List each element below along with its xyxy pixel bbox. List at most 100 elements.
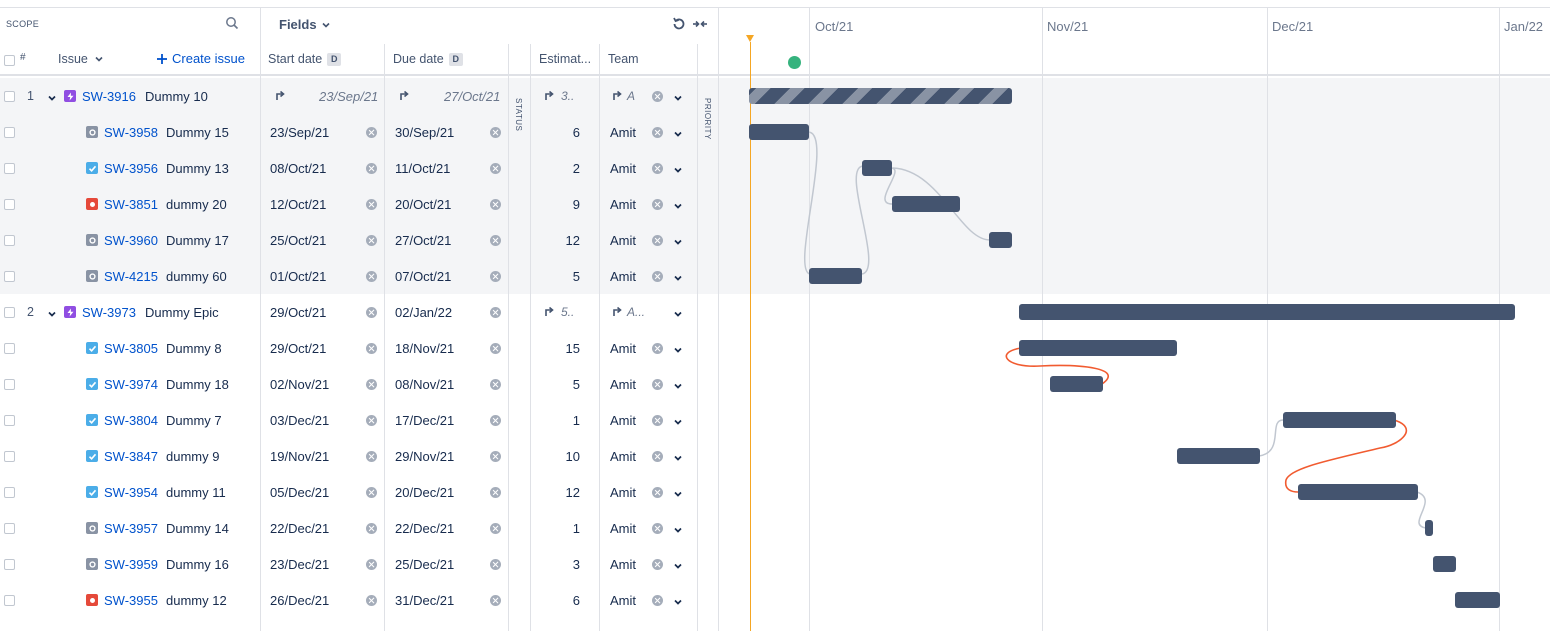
clear-icon[interactable] [490,522,501,534]
issue-summary[interactable]: dummy 60 [166,268,227,284]
team-dropdown-icon[interactable] [673,523,683,533]
team-dropdown-icon[interactable] [673,163,683,173]
team-value[interactable]: Amit [610,268,636,284]
select-all-checkbox[interactable] [4,55,15,66]
team-value[interactable]: Amit [610,124,636,140]
clear-icon[interactable] [490,270,501,282]
issue-key-link[interactable]: SW-3956 [104,160,158,176]
row-checkbox[interactable] [4,126,15,138]
row-checkbox[interactable] [4,270,15,282]
issue-key-link[interactable]: SW-4215 [104,268,158,284]
issue-key-link[interactable]: SW-3974 [104,376,158,392]
issue-summary[interactable]: Dummy 8 [166,340,222,356]
team-dropdown-icon[interactable] [673,343,683,353]
issue-summary[interactable]: Dummy Epic [145,304,219,320]
issue-row[interactable]: SW-3955 dummy 12 26/Dec/21 31/Dec/21 6 Amit [0,582,718,618]
start-date-header[interactable]: Start date D [268,52,342,66]
row-checkbox[interactable] [4,342,15,354]
due-date-value[interactable]: 17/Dec/21 [395,412,455,428]
start-date-value[interactable]: 23/Sep/21 [270,124,330,140]
due-date-header[interactable]: Due date D [393,52,463,66]
clear-icon[interactable] [366,162,377,174]
estimate-value[interactable]: 12 [565,484,580,500]
issue-timeline-bar[interactable] [1019,340,1177,356]
start-date-value[interactable]: 02/Nov/21 [270,376,330,392]
start-date-value[interactable]: 23/Dec/21 [270,556,330,572]
clear-icon[interactable] [366,234,377,246]
issue-key-link[interactable]: SW-3847 [104,448,158,464]
clear-icon[interactable] [490,450,501,462]
team-value[interactable]: Amit [610,592,636,608]
issue-row[interactable]: SW-3956 Dummy 13 08/Oct/21 11/Oct/21 2 Amit [0,150,718,186]
clear-icon[interactable] [652,270,663,282]
team-value[interactable]: Amit [610,376,636,392]
clear-icon[interactable] [366,558,377,570]
clear-icon[interactable] [366,378,377,390]
clear-icon[interactable] [652,90,663,102]
issue-key-link[interactable]: SW-3851 [104,196,158,212]
clear-icon[interactable] [490,342,501,354]
clear-icon[interactable] [652,414,663,426]
issue-key-link[interactable]: SW-3804 [104,412,158,428]
row-checkbox[interactable] [4,594,15,606]
team-value[interactable]: A [627,89,636,103]
issue-key-link[interactable]: SW-3916 [82,88,136,104]
team-value[interactable]: Amit [610,160,636,176]
clear-icon[interactable] [652,198,663,210]
issue-key-link[interactable]: SW-3957 [104,520,158,536]
clear-icon[interactable] [652,486,663,498]
issue-summary[interactable]: dummy 12 [166,592,227,608]
team-dropdown-icon[interactable] [673,559,683,569]
issue-row[interactable]: SW-3851 dummy 20 12/Oct/21 20/Oct/21 9 Amit [0,186,718,222]
epic-timeline-bar[interactable] [749,88,1012,104]
estimate-value[interactable]: 1 [572,520,580,536]
team-dropdown-icon[interactable] [673,127,683,137]
team-header[interactable]: Team [608,52,639,66]
team-value[interactable]: Amit [610,232,636,248]
estimate-value[interactable]: 12 [565,232,580,248]
team-value[interactable]: Amit [610,196,636,212]
issue-column-header[interactable]: Issue [58,52,104,66]
issue-key-link[interactable]: SW-3805 [104,340,158,356]
row-checkbox[interactable] [4,90,15,102]
start-date-value[interactable]: 01/Oct/21 [270,268,327,284]
clear-icon[interactable] [652,522,663,534]
refresh-icon[interactable] [671,16,687,32]
clear-icon[interactable] [366,126,377,138]
estimate-value[interactable]: 1 [572,412,580,428]
start-date-value[interactable]: 23/Sep/21 [319,88,379,104]
start-date-value[interactable]: 03/Dec/21 [270,412,330,428]
issue-timeline-bar[interactable] [1050,376,1103,392]
row-checkbox[interactable] [4,558,15,570]
due-date-value[interactable]: 18/Nov/21 [395,340,455,356]
issue-timeline-bar[interactable] [1455,592,1500,608]
clear-icon[interactable] [490,234,501,246]
start-date-value[interactable]: 29/Oct/21 [270,340,327,356]
due-date-value[interactable]: 11/Oct/21 [395,160,451,176]
issue-timeline-bar[interactable] [989,232,1012,248]
chevron-down-icon[interactable] [47,307,57,317]
issue-key-link[interactable]: SW-3954 [104,484,158,500]
clear-icon[interactable] [490,162,501,174]
estimate-value[interactable]: 3.. [561,89,575,103]
clear-icon[interactable] [490,594,501,606]
issue-key-link[interactable]: SW-3973 [82,304,136,320]
start-date-value[interactable]: 29/Oct/21 [270,304,327,320]
issue-key-link[interactable]: SW-3960 [104,232,158,248]
clear-icon[interactable] [366,270,377,282]
due-date-value[interactable]: 20/Oct/21 [395,196,452,212]
clear-icon[interactable] [652,450,663,462]
issue-summary[interactable]: Dummy 7 [166,412,222,428]
row-checkbox[interactable] [4,306,15,318]
due-date-value[interactable]: 31/Dec/21 [395,592,455,608]
due-date-value[interactable]: 29/Nov/21 [395,448,455,464]
issue-timeline-bar[interactable] [1283,412,1396,428]
due-date-value[interactable]: 02/Jan/22 [395,304,453,320]
clear-icon[interactable] [490,378,501,390]
issue-summary[interactable]: Dummy 14 [166,520,229,536]
due-date-value[interactable]: 22/Dec/21 [395,520,455,536]
team-value[interactable]: Amit [610,556,636,572]
due-date-value[interactable]: 30/Sep/21 [395,124,455,140]
issue-key-link[interactable]: SW-3959 [104,556,158,572]
row-checkbox[interactable] [4,198,15,210]
